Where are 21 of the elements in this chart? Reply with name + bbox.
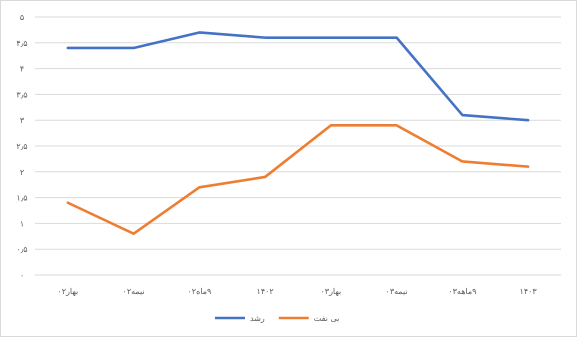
x-tick-label: نیمه۰۳ xyxy=(386,287,408,296)
y-tick-label: ۱٫۵ xyxy=(16,194,28,203)
x-tick-label: بهار۰۳ xyxy=(320,287,342,296)
y-tick-label: ۳٫۵ xyxy=(16,90,28,100)
y-tick-label: ۳ xyxy=(20,116,25,126)
x-tick-label: ۱۴۰۲ xyxy=(256,287,274,296)
legend-label: رشد xyxy=(250,314,265,323)
x-tick-label: ۹ماه۰۲ xyxy=(187,287,212,296)
x-tick-label: بهار۰۲ xyxy=(57,287,78,296)
y-tick-label: ۴ xyxy=(20,64,24,74)
y-tick-label: ۱ xyxy=(20,219,24,228)
y-tick-label: ۰٫۵ xyxy=(16,245,28,254)
y-tick-label: ۲٫۵ xyxy=(16,142,28,151)
y-tick-label: ۴٫۵ xyxy=(16,38,28,48)
y-tick-label: ۰ xyxy=(20,271,24,280)
x-tick-label: ۹ماهه۰۳ xyxy=(448,287,476,296)
x-tick-label: ۱۴۰۳ xyxy=(520,287,538,296)
y-tick-label: ۵ xyxy=(20,13,24,22)
x-tick-label: نیمه۰۲ xyxy=(122,287,145,296)
legend-label: بی نفت xyxy=(314,314,340,323)
y-tick-label: ۲ xyxy=(20,168,24,177)
